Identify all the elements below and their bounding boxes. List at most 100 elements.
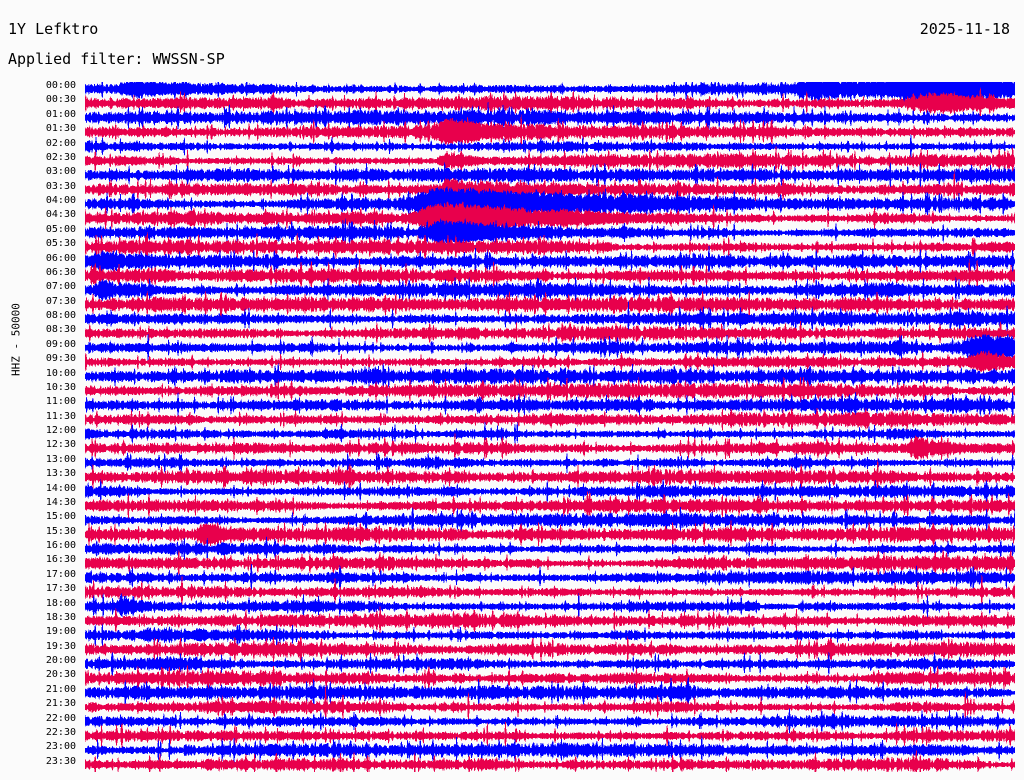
time-tick: 00:00 bbox=[45, 80, 76, 91]
time-tick: 03:30 bbox=[45, 180, 76, 192]
seismic-trace bbox=[85, 651, 1015, 676]
seismic-trace bbox=[85, 362, 1015, 390]
time-tick: 17:30 bbox=[45, 583, 76, 595]
seismic-trace bbox=[85, 665, 1015, 692]
record-date: 2025-11-18 bbox=[919, 20, 1010, 38]
time-tick: 11:00 bbox=[45, 396, 76, 408]
station-title: 1Y Lefktro bbox=[8, 20, 99, 38]
time-tick: 05:00 bbox=[45, 223, 76, 235]
seismic-trace bbox=[85, 507, 1015, 533]
time-axis: 00:00 00:30 01:00 01:30 02:00 02:30 03:00 03:30… bbox=[0, 80, 80, 772]
seismic-trace bbox=[85, 169, 1015, 209]
seismic-trace bbox=[85, 245, 1015, 278]
seismic-trace bbox=[85, 478, 1015, 505]
trace-canvas bbox=[85, 82, 1015, 772]
seismic-trace bbox=[85, 301, 1015, 334]
seismic-trace bbox=[85, 259, 1015, 293]
time-tick: 21:00 bbox=[45, 683, 76, 695]
time-tick: 06:00 bbox=[45, 252, 76, 264]
seismic-trace bbox=[85, 520, 1015, 548]
seismic-trace bbox=[85, 421, 1015, 447]
seismic-trace bbox=[85, 333, 1015, 362]
time-tick: 07:30 bbox=[45, 295, 76, 307]
seismic-trace bbox=[85, 276, 1015, 304]
seismic-trace bbox=[85, 623, 1015, 647]
time-tick: 09:30 bbox=[45, 353, 76, 365]
time-tick: 23:30 bbox=[45, 755, 76, 767]
seismic-trace bbox=[85, 82, 1015, 109]
time-tick: 15:00 bbox=[45, 511, 76, 523]
time-tick: 07:00 bbox=[45, 281, 76, 293]
seismic-trace bbox=[85, 735, 1015, 763]
time-tick: 19:00 bbox=[45, 626, 76, 638]
time-tick: 08:30 bbox=[45, 324, 76, 336]
time-tick: 10:00 bbox=[45, 367, 76, 379]
seismic-trace bbox=[85, 114, 1015, 150]
seismic-trace bbox=[85, 677, 1015, 707]
time-tick: 01:00 bbox=[45, 108, 76, 120]
time-tick: 21:30 bbox=[45, 698, 76, 710]
seismic-trace bbox=[85, 407, 1015, 432]
time-tick: 11:30 bbox=[45, 410, 76, 422]
time-tick: 05:30 bbox=[45, 238, 76, 250]
time-tick: 12:30 bbox=[45, 439, 76, 451]
time-tick: 16:30 bbox=[45, 554, 76, 566]
time-tick: 13:30 bbox=[45, 468, 76, 480]
seismic-trace bbox=[85, 349, 1015, 374]
seismic-trace bbox=[85, 536, 1015, 561]
seismic-trace bbox=[85, 606, 1015, 635]
seismic-trace bbox=[85, 721, 1015, 749]
seismic-trace bbox=[85, 218, 1015, 247]
time-tick: 09:00 bbox=[45, 338, 76, 350]
applied-filter-label: Applied filter: WWSSN-SP bbox=[8, 50, 225, 68]
seismic-trace bbox=[85, 186, 1015, 221]
seismic-trace bbox=[85, 636, 1015, 663]
time-tick: 15:30 bbox=[45, 525, 76, 537]
time-tick: 20:00 bbox=[45, 655, 76, 666]
time-tick: 03:00 bbox=[45, 166, 76, 178]
seismic-trace bbox=[85, 290, 1015, 319]
time-tick: 22:00 bbox=[45, 712, 76, 724]
time-tick: 04:00 bbox=[45, 195, 76, 206]
time-tick: 00:30 bbox=[45, 94, 76, 106]
time-tick: 02:00 bbox=[45, 137, 76, 149]
seismic-trace bbox=[85, 686, 1015, 723]
time-tick: 13:00 bbox=[45, 453, 76, 465]
time-tick: 04:30 bbox=[45, 209, 76, 221]
seismic-trace bbox=[85, 146, 1015, 176]
time-tick: 12:00 bbox=[45, 425, 76, 436]
time-tick: 18:30 bbox=[45, 611, 76, 623]
time-tick: 01:30 bbox=[45, 123, 76, 135]
helicorder-plot bbox=[85, 82, 1015, 772]
time-tick: 06:30 bbox=[45, 266, 76, 278]
time-tick: 14:30 bbox=[45, 496, 76, 508]
time-tick: 19:30 bbox=[45, 640, 76, 652]
seismic-trace bbox=[85, 708, 1015, 734]
seismic-trace bbox=[85, 320, 1015, 345]
time-tick: 22:30 bbox=[45, 726, 76, 738]
time-tick: 18:00 bbox=[45, 597, 76, 609]
seismic-trace bbox=[85, 433, 1015, 464]
seismic-trace bbox=[85, 87, 1015, 119]
seismic-trace bbox=[85, 458, 1015, 496]
seismic-trace bbox=[85, 452, 1015, 473]
seismic-trace bbox=[85, 574, 1015, 607]
time-tick: 20:30 bbox=[45, 669, 76, 681]
time-tick: 23:00 bbox=[45, 741, 76, 753]
seismic-trace bbox=[85, 377, 1015, 405]
seismic-trace bbox=[85, 592, 1015, 619]
time-tick: 14:00 bbox=[45, 482, 76, 494]
seismic-trace bbox=[85, 749, 1015, 772]
time-tick: 17:00 bbox=[45, 568, 76, 580]
time-tick: 16:00 bbox=[45, 540, 76, 551]
seismic-trace bbox=[85, 134, 1015, 159]
time-tick: 02:30 bbox=[45, 151, 76, 163]
seismic-trace bbox=[85, 391, 1015, 420]
seismic-trace bbox=[85, 563, 1015, 591]
seismic-trace bbox=[85, 201, 1015, 235]
time-tick: 10:30 bbox=[45, 381, 76, 393]
seismic-trace bbox=[85, 491, 1015, 520]
seismic-trace bbox=[85, 161, 1015, 189]
seismic-trace bbox=[85, 549, 1015, 579]
